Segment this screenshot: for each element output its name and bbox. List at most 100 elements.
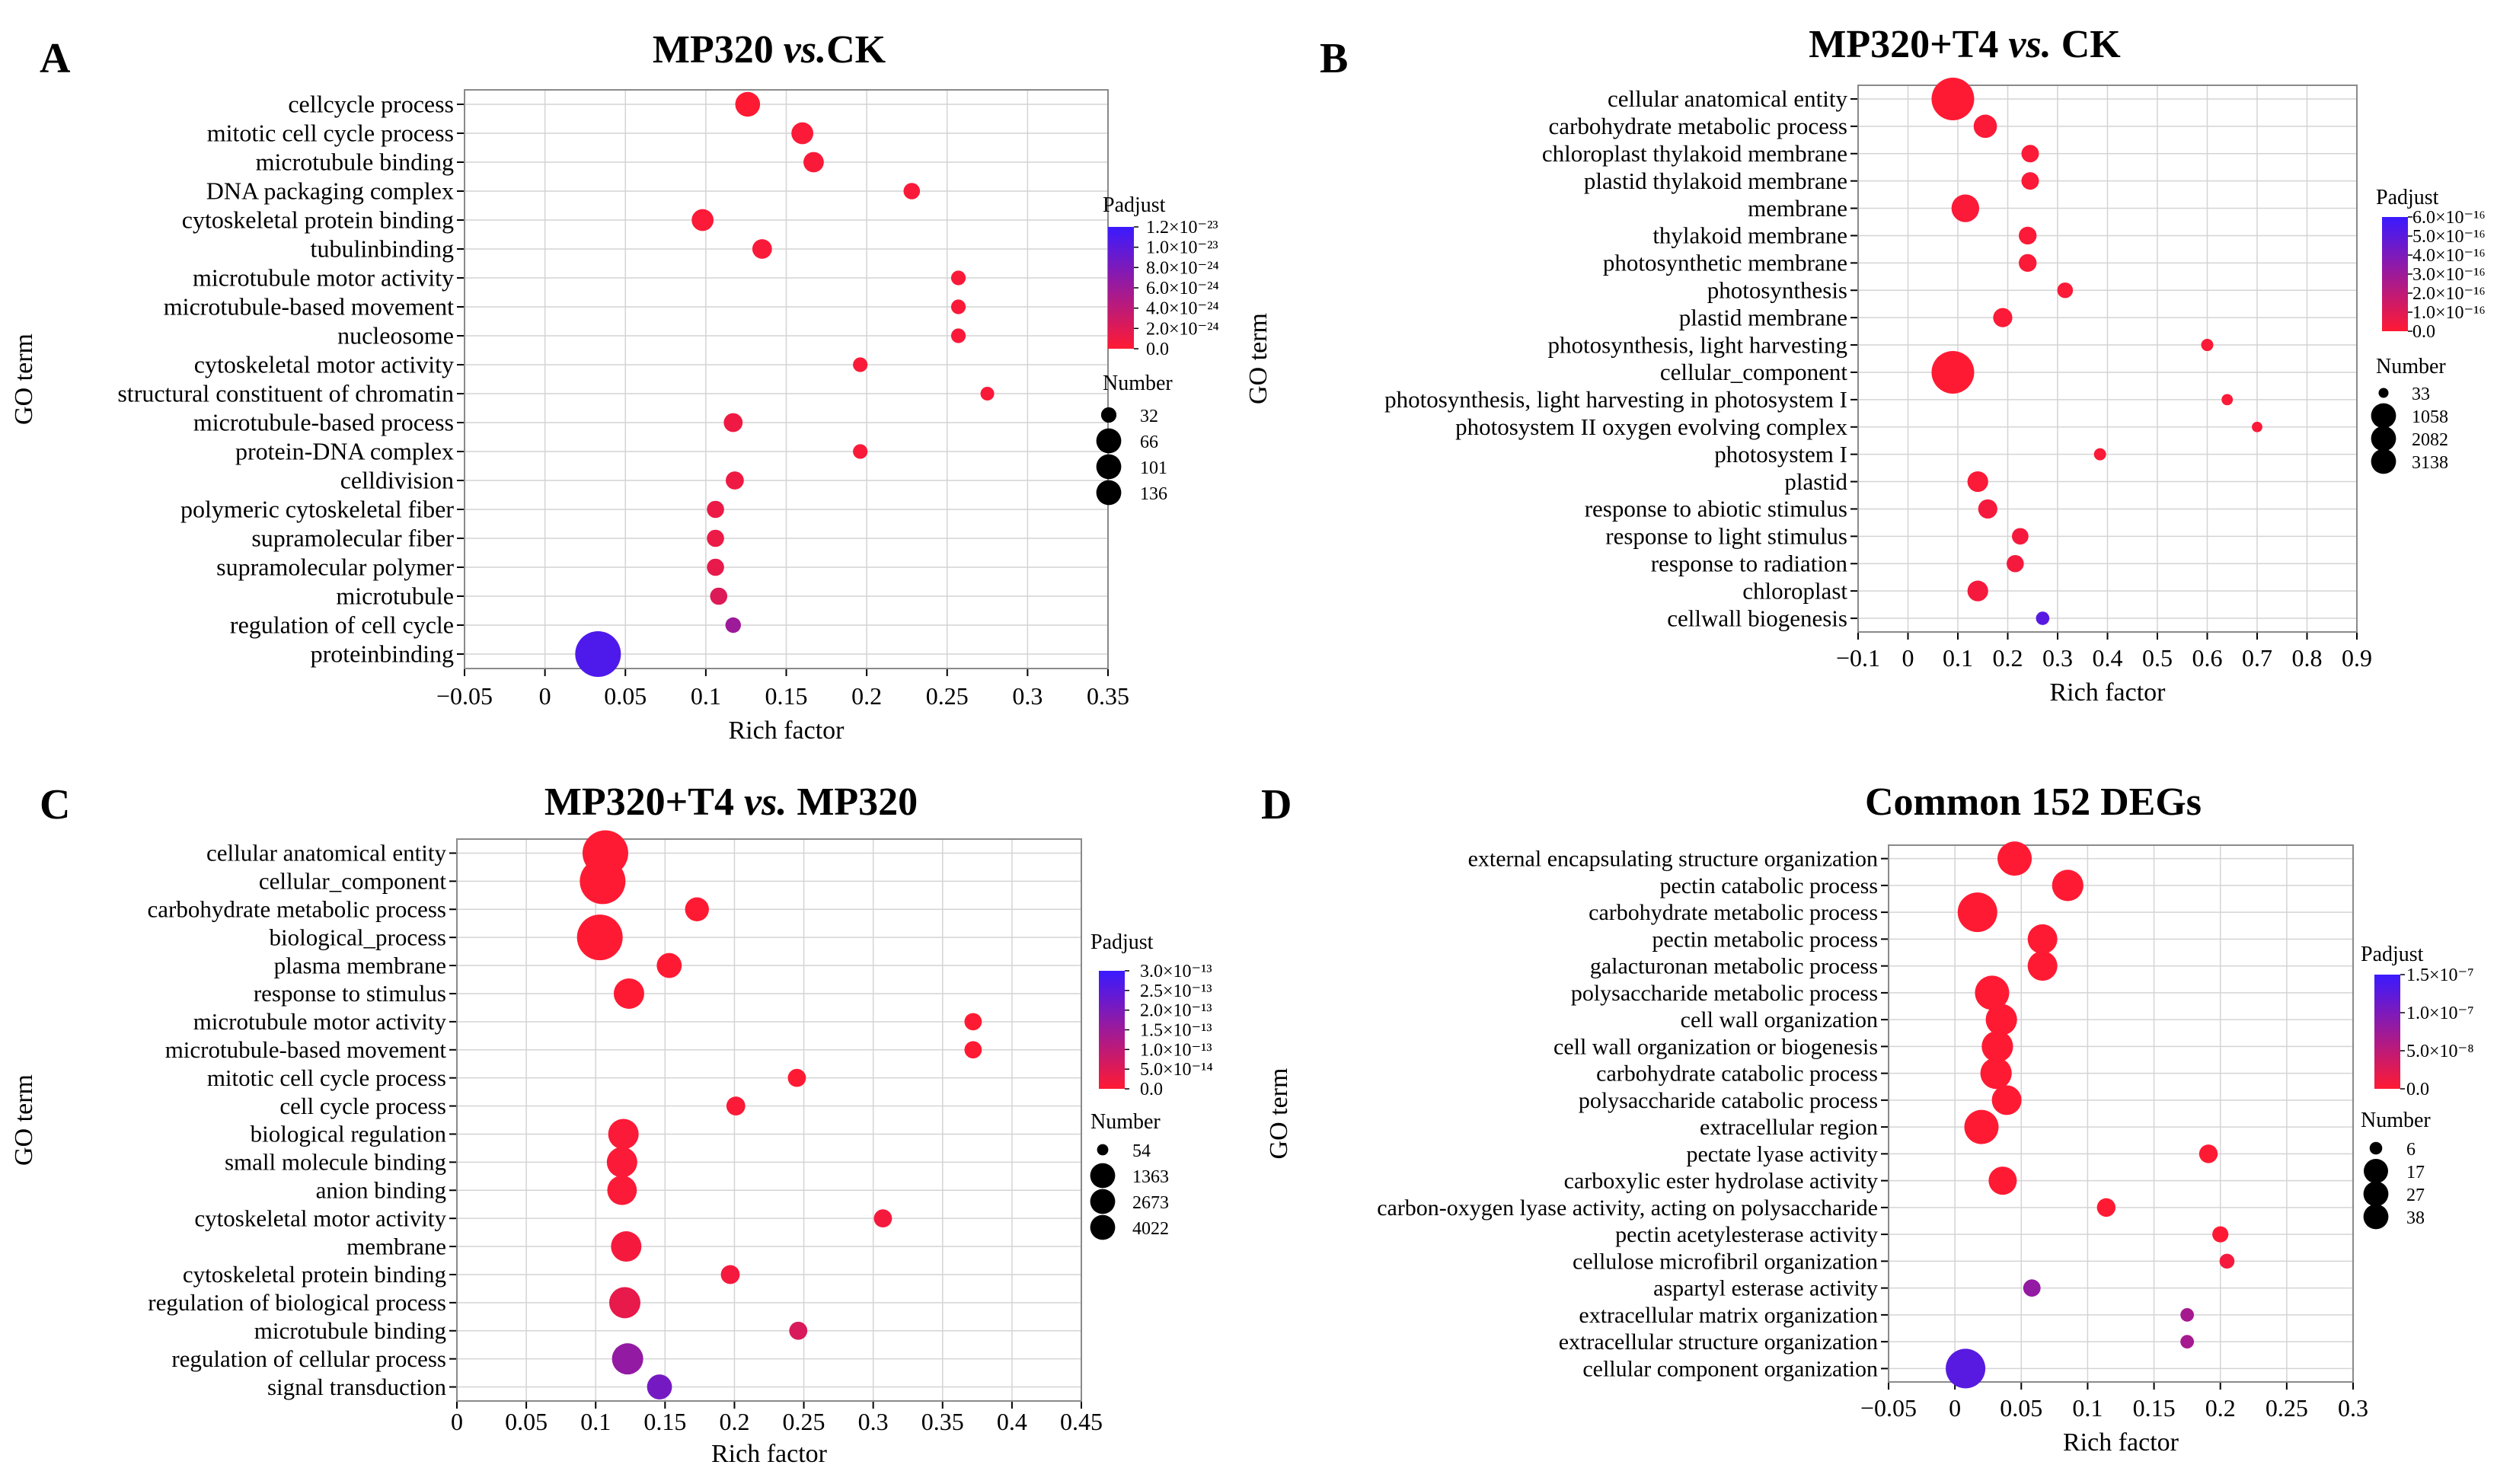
go-term-label: carbohydrate metabolic process	[1549, 113, 1848, 139]
data-point	[707, 558, 724, 576]
go-term-label: cellular_component	[1660, 359, 1848, 385]
data-point	[720, 1265, 740, 1285]
go-term-label: mitotic cell cycle process	[207, 1064, 446, 1091]
panel-title: MP320 vs.CK	[653, 28, 886, 72]
go-term-label: biological regulation	[251, 1121, 447, 1147]
go-term-label: response to abiotic stimulus	[1585, 496, 1847, 522]
go-term-label: cytoskeletal motor activity	[194, 351, 454, 378]
data-point	[580, 858, 626, 905]
legend-color-label: 2.0×10⁻¹⁶	[2412, 284, 2486, 304]
data-point	[2198, 1144, 2218, 1163]
data-point	[803, 152, 824, 173]
go-term-label: cell cycle process	[279, 1093, 446, 1119]
data-point	[950, 328, 966, 343]
go-term-label: cell wall organization	[1681, 1007, 1878, 1032]
go-term-label: membrane	[1748, 195, 1847, 222]
go-term-label: carbohydrate metabolic process	[148, 895, 447, 922]
data-point	[707, 500, 724, 519]
data-point	[2021, 145, 2039, 163]
data-point	[1931, 77, 1975, 120]
legend-size-label: 1363	[1132, 1167, 1169, 1187]
panel-letter: A	[40, 35, 71, 82]
legend-color-label: 1.5×10⁻¹³	[1140, 1021, 1212, 1041]
legend-size-label: 3138	[2412, 453, 2448, 473]
legend-size-label: 38	[2406, 1208, 2425, 1228]
x-axis-title: Rich factor	[2050, 678, 2167, 707]
data-point	[607, 1175, 637, 1205]
x-tick-label: 0.45	[1060, 1408, 1103, 1435]
go-term-label: response to light stimulus	[1605, 523, 1847, 550]
legend-color-title: Padjust	[1103, 193, 1166, 217]
x-tick-label: 0.1	[580, 1408, 611, 1435]
go-term-label: protein-DNA complex	[235, 438, 454, 465]
x-tick-label: −0.05	[1860, 1394, 1917, 1422]
go-term-label: cellular_component	[259, 868, 447, 895]
legend-size-dot	[1090, 1163, 1116, 1189]
legend-color-label: 1.5×10⁻⁷	[2406, 965, 2474, 985]
data-point	[2201, 339, 2214, 352]
data-point	[2019, 254, 2037, 273]
data-point	[2021, 172, 2039, 190]
data-point	[611, 1343, 643, 1375]
x-tick-label: 0.3	[1012, 682, 1043, 710]
plot-frame	[1857, 85, 2358, 633]
legend-size-dot	[2369, 1141, 2383, 1155]
go-term-label: chloroplast	[1742, 577, 1847, 604]
legend-size-dot	[2371, 448, 2396, 474]
data-point	[656, 953, 682, 978]
legend-color-label: 3.0×10⁻¹⁶	[2412, 265, 2486, 285]
go-term-label: chloroplast thylakoid membrane	[1542, 140, 1847, 167]
x-tick-label: 0.2	[851, 682, 882, 710]
go-term-label: plasma membrane	[274, 952, 446, 978]
legend-size-label: 17	[2406, 1163, 2425, 1182]
x-tick-label: 0.2	[719, 1408, 749, 1435]
go-term-label: photosystem I	[1714, 441, 1847, 468]
go-term-label: carbohydrate catabolic process	[1596, 1061, 1878, 1087]
y-axis-title: GO term	[10, 1074, 38, 1166]
legend-size-dot	[1097, 1144, 1109, 1156]
data-point	[2023, 1279, 2041, 1297]
data-point	[2180, 1335, 2195, 1349]
go-term-label: DNA packaging complex	[206, 177, 454, 205]
legend-size-dot	[1090, 1189, 1116, 1214]
go-term-label: cellcycle process	[288, 91, 454, 118]
x-tick-label: 0.05	[505, 1408, 548, 1435]
x-axis-title: Rich factor	[2063, 1428, 2179, 1457]
go-term-label: external encapsulating structure organiz…	[1468, 847, 1878, 872]
legend-size-label: 54	[1132, 1141, 1151, 1161]
data-point	[735, 91, 761, 117]
go-term-label: cellulose microfibril organization	[1573, 1249, 1878, 1274]
legend-color-label: 1.0×10⁻⁷	[2406, 1004, 2474, 1023]
legend-color-title: Padjust	[2361, 943, 2424, 966]
go-term-label: regulation of biological process	[148, 1289, 446, 1316]
legend-size-dot	[1096, 428, 1122, 454]
x-tick-label: 0.35	[921, 1408, 964, 1435]
data-point	[1946, 1348, 1986, 1389]
go-term-label: carbon-oxygen lyase activity, acting on …	[1377, 1195, 1878, 1221]
x-axis-title: Rich factor	[711, 1440, 828, 1468]
legend-color-bar	[1108, 227, 1134, 349]
legend-color-label: 0.0	[1140, 1080, 1163, 1099]
panel-d: D Common 152 DEGs −0.05 0 0.05 0.1 0.15 0.2 0.25…	[1261, 780, 2474, 1457]
legend-color-label: 4.0×10⁻²⁴	[1146, 299, 1219, 319]
go-term-label: structural constituent of chromatin	[117, 380, 454, 407]
x-tick-label: 0.8	[2292, 644, 2323, 672]
legend-color-bar	[2374, 975, 2400, 1089]
legend-color-label: 2.5×10⁻¹³	[1140, 981, 1212, 1001]
data-point	[1981, 1030, 2013, 1062]
data-point	[2093, 448, 2106, 461]
legend-size-label: 1058	[2412, 407, 2448, 427]
legend-size-dot	[1096, 480, 1122, 506]
go-term-label: tubulinbinding	[311, 235, 454, 263]
data-point	[2007, 554, 2024, 573]
legend-size-dot	[2371, 426, 2396, 452]
data-point	[2019, 226, 2037, 245]
legend-color-bar	[2382, 217, 2408, 331]
x-tick-label: 0.15	[643, 1408, 686, 1435]
legend-color-title: Padjust	[2376, 186, 2439, 209]
data-point	[2036, 611, 2050, 625]
plot-frame	[464, 89, 1109, 669]
go-term-label: supramolecular polymer	[216, 554, 454, 581]
legend-size-dot	[2371, 403, 2396, 429]
data-point	[950, 299, 966, 314]
